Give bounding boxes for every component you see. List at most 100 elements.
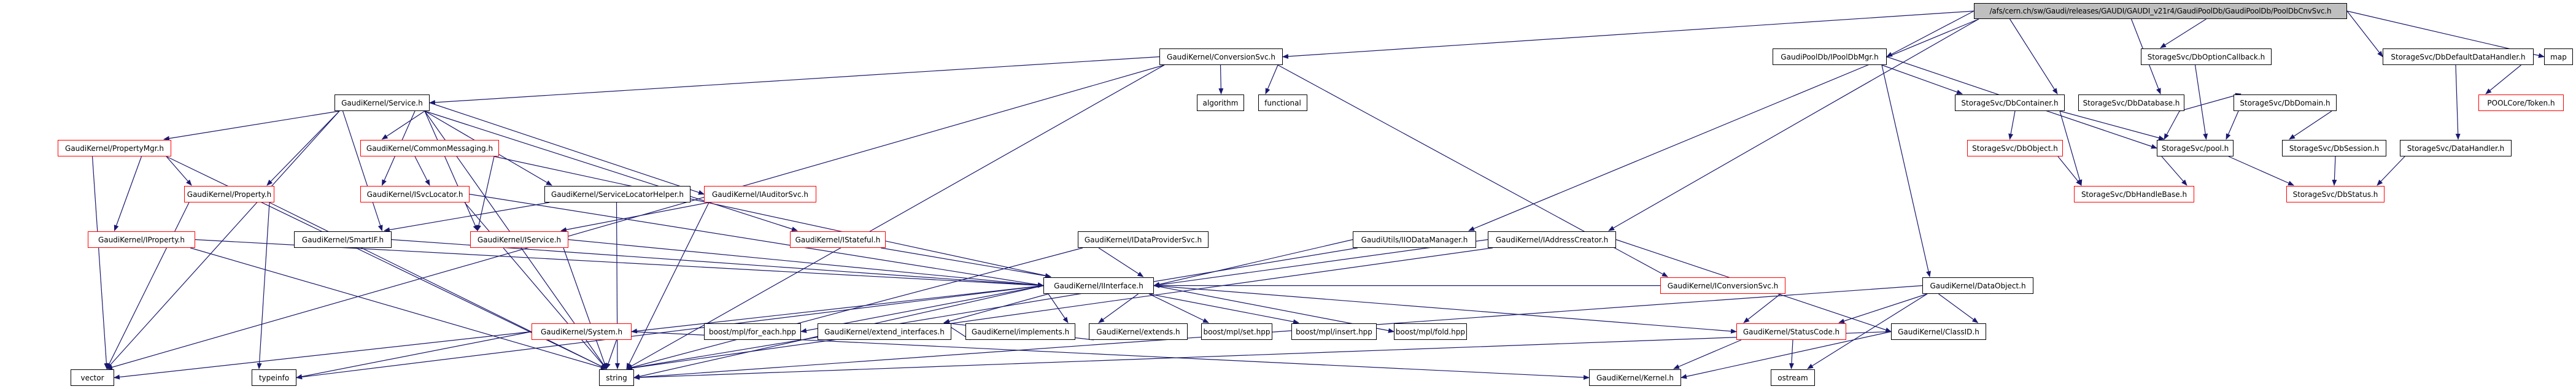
graph-node-dbsession[interactable]: StorageSvc/DbSession.h: [2282, 140, 2386, 156]
graph-node-iauditorsvc[interactable]: GaudiKernel/IAuditorSvc.h: [704, 186, 816, 202]
graph-node-iaddresscreator[interactable]: GaudiKernel/IAddressCreator.h: [1488, 231, 1616, 248]
graph-node-isvclocator[interactable]: GaudiKernel/ISvcLocator.h: [360, 186, 470, 202]
edge-iinterface-to-implements: [1048, 293, 1069, 323]
graph-root-node[interactable]: /afs/cern.ch/sw/Gaudi/releases/GAUDI/GAU…: [1974, 3, 2347, 19]
graph-node-statuscode[interactable]: GaudiKernel/StatusCode.h: [1736, 323, 1846, 340]
edge-isvclocator-to-string: [464, 202, 607, 369]
edge-commonmessaging-to-iinterface: [493, 156, 1051, 279]
edge-iinterface-to-typeinfo: [296, 285, 1044, 380]
edge-propertymgr-to-vector: [91, 156, 109, 369]
edge-dbobject-to-dbhandlebase: [2057, 156, 2082, 186]
edge-property-to-string: [269, 202, 607, 369]
graph-node-dataobject[interactable]: GaudiKernel/DataObject.h: [1922, 277, 2033, 294]
graph-node-dbdefaultdatahandler[interactable]: StorageSvc/DbDefaultDataHandler.h: [2383, 48, 2534, 65]
edge-iiodatamanager-to-iinterface: [1153, 239, 1353, 287]
graph-node-iinterface[interactable]: GaudiKernel/IInterface.h: [1043, 277, 1154, 294]
graph-node-extendinterfaces[interactable]: GaudiKernel/extend_interfaces.h: [818, 323, 951, 340]
edge-iproperty-to-string: [190, 247, 607, 370]
edge-property-to-vector: [106, 202, 190, 369]
edge-statuscode-to-ostream: [1789, 339, 1794, 369]
edge-service-to-propertymgr: [163, 110, 340, 141]
graph-node-pool[interactable]: StorageSvc/pool.h: [2157, 140, 2234, 156]
graph-node-implements[interactable]: GaudiKernel/implements.h: [965, 323, 1075, 340]
graph-node-iservice[interactable]: GaudiKernel/IService.h: [470, 231, 568, 248]
edge-dboptioncallback-to-pool: [2194, 64, 2208, 140]
edge-dbdefaultdatahandler-to-datahandler: [2455, 64, 2461, 140]
graph-node-string[interactable]: string: [599, 369, 634, 386]
graph-node-ostream[interactable]: ostream: [1771, 369, 1815, 386]
edge-ipooldbmgr-to-dbcontainer: [1881, 64, 1963, 94]
edge-istateful-to-iinterface: [880, 247, 1051, 279]
graph-node-extends[interactable]: GaudiKernel/extends.h: [1089, 323, 1188, 340]
graph-node-dbcontainer[interactable]: StorageSvc/DbContainer.h: [1955, 94, 2065, 111]
graph-node-ipooldbmgr[interactable]: GaudiPoolDb/IPoolDbMgr.h: [1773, 48, 1887, 65]
edge-dbcontainer-to-dbobject: [2008, 110, 2016, 140]
edge-idataprovidersvc-to-iinterface: [1098, 247, 1144, 277]
graph-node-classid[interactable]: GaudiKernel/ClassID.h: [1891, 323, 1986, 340]
edge-pool-to-dbhandlebase: [2161, 156, 2187, 186]
graph-node-dbhandlebase[interactable]: StorageSvc/DbHandleBase.h: [2074, 186, 2194, 202]
graph-node-system[interactable]: GaudiKernel/System.h: [532, 323, 632, 340]
graph-node-dbdatabase[interactable]: StorageSvc/DbDatabase.h: [2078, 94, 2184, 111]
graph-node-algorithm[interactable]: algorithm: [1197, 94, 1244, 111]
edge-conversionsvc-to-service: [429, 56, 1160, 105]
graph-node-token[interactable]: POOLCore/Token.h: [2478, 94, 2564, 111]
edge-conversionsvc-to-vector: [106, 64, 1165, 370]
graph-node-vector[interactable]: vector: [71, 369, 114, 386]
edge-system-to-string: [606, 339, 617, 369]
graph-node-mplfold[interactable]: boost/mpl/fold.hpp: [1394, 323, 1467, 340]
graph-node-datahandler[interactable]: StorageSvc/DataHandler.h: [2400, 140, 2512, 156]
edge-iiodatamanager-to-string: [626, 247, 1358, 371]
edge-commonmessaging-to-iservice: [476, 156, 495, 231]
graph-node-iiodatamanager[interactable]: GaudiUtils/IIODataManager.h: [1353, 231, 1476, 248]
edge-property-to-typeinfo: [257, 202, 270, 369]
edge-classid-to-string: [633, 331, 1892, 380]
edge-service-to-smartif: [342, 110, 383, 231]
edge-servicelocatorhelper-to-smartif: [384, 202, 550, 233]
graph-node-iproperty[interactable]: GaudiKernel/IProperty.h: [88, 231, 195, 248]
graph-node-dbobject[interactable]: StorageSvc/DbObject.h: [1967, 140, 2063, 156]
graph-node-conversionsvc[interactable]: GaudiKernel/ConversionSvc.h: [1159, 48, 1283, 65]
edge-iauditorsvc-to-iservice: [560, 202, 710, 233]
edge-iinterface-to-extends: [1098, 293, 1139, 323]
edge-classid-to-kernel: [1681, 331, 1892, 379]
graph-node-servicelocatorhelper[interactable]: GaudiKernel/ServiceLocatorHelper.h: [544, 186, 690, 202]
edge-service-to-istateful: [424, 110, 798, 232]
graph-node-property[interactable]: GaudiKernel/Property.h: [184, 186, 274, 202]
graph-node-typeinfo[interactable]: typeinfo: [252, 369, 296, 386]
edge-main-to-ipooldbmgr: [1886, 10, 1975, 58]
graph-node-functional[interactable]: functional: [1258, 94, 1307, 111]
edge-iinterface-to-statuscode: [1153, 285, 1737, 334]
edge-main-to-dboptioncallback: [2160, 18, 2207, 48]
graph-node-kernel[interactable]: GaudiKernel/Kernel.h: [1589, 369, 1681, 386]
edge-datahandler-to-dbstatus: [2377, 156, 2405, 186]
graph-node-mplset[interactable]: boost/mpl/set.hpp: [1201, 323, 1272, 340]
edge-dbdefaultdatahandler-to-token: [2485, 64, 2521, 94]
graph-node-service[interactable]: GaudiKernel/Service.h: [335, 94, 430, 111]
graph-node-dbstatus[interactable]: StorageSvc/DbStatus.h: [2286, 186, 2385, 202]
graph-node-mplinsert[interactable]: boost/mpl/insert.hpp: [1291, 323, 1377, 340]
edge-iauditorsvc-to-string: [626, 202, 710, 369]
edge-statuscode-to-kernel: [1673, 339, 1742, 369]
graph-node-iconversionsvc[interactable]: GaudiKernel/IConversionSvc.h: [1660, 277, 1785, 294]
edge-dbsession-to-dbstatus: [2332, 156, 2337, 186]
graph-node-idataprovidersvc[interactable]: GaudiKernel/IDataProviderSvc.h: [1078, 231, 1209, 248]
graph-node-commonmessaging[interactable]: GaudiKernel/CommonMessaging.h: [360, 140, 499, 156]
graph-node-dboptioncallback[interactable]: StorageSvc/DbOptionCallback.h: [2141, 48, 2272, 65]
edge-main-to-dbcontainer: [2009, 18, 2058, 94]
graph-node-smartif[interactable]: GaudiKernel/SmartIF.h: [294, 231, 392, 248]
edge-service-to-property: [266, 110, 340, 186]
edge-main-to-iiodatamanager: [1468, 18, 1979, 231]
graph-node-istateful[interactable]: GaudiKernel/IStateful.h: [790, 231, 886, 248]
edge-iinterface-to-mplset: [1148, 293, 1209, 323]
graph-node-foreach[interactable]: boost/mpl/for_each.hpp: [704, 323, 801, 340]
edge-idataprovidersvc-to-string: [626, 247, 1083, 370]
graph-node-map[interactable]: map: [2544, 48, 2573, 65]
edge-iaddresscreator-to-string: [626, 247, 1493, 371]
edge-dbcontainer-to-pool: [2059, 110, 2165, 141]
graph-node-dbdomain[interactable]: StorageSvc/DbDomain.h: [2234, 94, 2337, 111]
graph-node-propertymgr[interactable]: GaudiKernel/PropertyMgr.h: [58, 140, 171, 156]
edge-main-to-dbdefaultdatahandler: [2346, 10, 2383, 58]
